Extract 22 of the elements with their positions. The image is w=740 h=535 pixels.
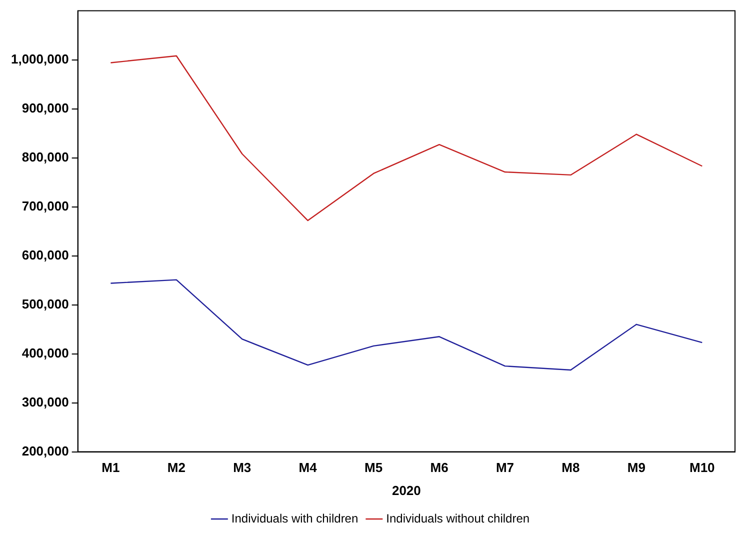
- y-tick-label: 1,000,000: [10, 51, 69, 66]
- y-tick-label: 500,000: [22, 296, 69, 312]
- x-tick-label: M3: [233, 460, 252, 476]
- y-tick-label: 800,000: [22, 149, 69, 164]
- y-tick-label: 600,000: [22, 247, 69, 262]
- x-tick-label: M9: [627, 460, 646, 476]
- legend-label: Individuals with children: [231, 511, 358, 526]
- x-tick-label: M6: [430, 460, 448, 476]
- y-tick-label: 700,000: [22, 198, 69, 214]
- x-tick-label: M10: [689, 460, 715, 476]
- x-tick-label: M5: [364, 460, 383, 476]
- x-axis-title: 2020: [392, 482, 421, 498]
- legend-label: Individuals without children: [386, 511, 530, 526]
- x-tick-label: M2: [167, 460, 186, 476]
- x-tick-label: M1: [102, 460, 120, 476]
- y-tick-label: 400,000: [22, 345, 69, 360]
- y-tick-label: 200,000: [22, 443, 69, 458]
- x-tick-label: M7: [496, 460, 514, 476]
- y-tick-label: 900,000: [22, 100, 69, 116]
- x-tick-label: M4: [298, 460, 318, 476]
- x-tick-label: M8: [562, 460, 580, 476]
- y-tick-label: 300,000: [22, 394, 69, 410]
